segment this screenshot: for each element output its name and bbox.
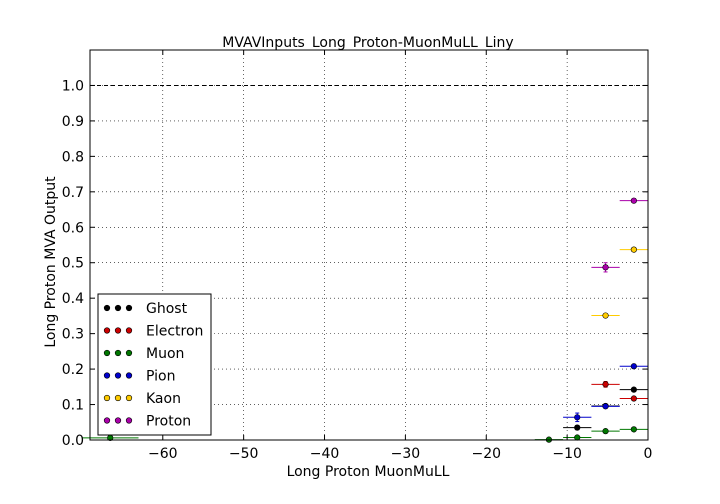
data-point-muon xyxy=(619,426,648,433)
grid-lines xyxy=(90,50,649,441)
legend-label: Kaon xyxy=(146,391,181,407)
legend-label: Proton xyxy=(146,414,191,430)
data-marker xyxy=(630,246,637,253)
legend-marker xyxy=(114,327,122,334)
series-kaon xyxy=(591,246,648,319)
y-axis-label: Long Proton MVA Output xyxy=(43,176,59,348)
data-point-kaon xyxy=(591,312,620,319)
legend-marker xyxy=(125,327,133,334)
legend-marker xyxy=(103,417,111,424)
axis-ticks: −60 −50 −40 −30 −20 −10 0 0.0 0.1 0.2 0.3 0.4 0.5 0.6… xyxy=(62,50,653,462)
x-tick-label: −30 xyxy=(391,446,421,462)
legend-entry-electron: Electron xyxy=(103,324,203,340)
legend-label: Pion xyxy=(146,369,175,385)
data-point-proton xyxy=(619,197,648,204)
legend-marker xyxy=(114,372,122,379)
legend-entry-pion: Pion xyxy=(103,369,175,385)
legend-entry-kaon: Kaon xyxy=(103,391,181,407)
legend-marker xyxy=(125,304,133,312)
legend: Ghost Electron Muon Pion Kaon Proton xyxy=(97,293,212,436)
x-tick-label: −50 xyxy=(229,446,259,462)
y-tick-label: 0.6 xyxy=(62,220,84,236)
data-marker xyxy=(574,434,581,441)
legend-marker xyxy=(103,394,111,402)
y-tick-label: 0.4 xyxy=(62,291,84,307)
data-marker xyxy=(630,426,637,433)
x-tick-label: −40 xyxy=(310,446,340,462)
y-tick-label: 0.1 xyxy=(62,398,84,414)
y-tick-label: 0.7 xyxy=(62,185,84,201)
data-point-pion xyxy=(563,412,592,423)
legend-marker xyxy=(114,394,122,402)
legend-entry-muon: Muon xyxy=(103,346,184,362)
data-point-proton xyxy=(591,262,620,273)
legend-marker xyxy=(103,372,111,379)
legend-box xyxy=(97,293,212,436)
legend-marker xyxy=(114,417,122,424)
x-tick-label: −10 xyxy=(552,446,582,462)
x-axis-label: Long Proton MuonMuLL xyxy=(287,464,450,480)
series-electron xyxy=(591,381,648,402)
data-point-pion xyxy=(591,403,620,410)
data-marker xyxy=(602,312,609,319)
data-marker xyxy=(602,428,609,435)
series-pion xyxy=(563,363,648,423)
data-point-ghost xyxy=(619,386,648,393)
data-marker xyxy=(602,264,609,271)
data-point-muon xyxy=(591,428,620,435)
data-point-electron xyxy=(619,395,648,402)
legend-marker xyxy=(114,349,122,357)
plot-frame xyxy=(89,49,649,441)
y-tick-label: 0.0 xyxy=(62,433,84,449)
legend-label: Electron xyxy=(146,324,203,340)
data-marker xyxy=(630,386,637,393)
data-marker xyxy=(630,363,637,370)
legend-marker xyxy=(103,327,111,334)
legend-label: Muon xyxy=(146,346,184,362)
y-tick-label: 0.2 xyxy=(62,362,84,378)
y-tick-label: 0.8 xyxy=(62,149,84,165)
data-marker xyxy=(602,381,609,388)
y-tick-label: 1.0 xyxy=(62,78,84,94)
data-point-electron xyxy=(591,381,620,388)
data-point-muon xyxy=(81,434,139,441)
legend-marker xyxy=(125,349,133,357)
data-marker xyxy=(630,197,637,204)
data-points xyxy=(81,197,648,443)
x-tick-label: −60 xyxy=(148,446,178,462)
data-point-ghost xyxy=(563,424,592,431)
legend-marker xyxy=(103,349,111,357)
data-marker xyxy=(630,395,637,402)
data-marker xyxy=(574,424,581,431)
x-tick-label: −20 xyxy=(471,446,501,462)
data-point-pion xyxy=(619,363,648,370)
series-proton xyxy=(591,197,648,273)
legend-entry-ghost: Ghost xyxy=(103,301,188,317)
legend-label: Ghost xyxy=(146,301,188,317)
data-point-kaon xyxy=(619,246,648,253)
y-tick-label: 0.5 xyxy=(62,256,84,272)
data-marker xyxy=(574,414,581,421)
legend-marker xyxy=(114,304,122,312)
chart-title: MVAVInputs_Long_Proton-MuonMuLL_Liny xyxy=(222,35,513,51)
legend-marker xyxy=(125,417,133,424)
x-tick-label: 0 xyxy=(644,446,653,462)
y-tick-label: 0.3 xyxy=(62,327,84,343)
data-point-muon xyxy=(563,434,592,441)
legend-marker xyxy=(125,394,133,402)
y-tick-label: 0.9 xyxy=(62,114,84,130)
data-marker xyxy=(602,403,609,410)
legend-marker xyxy=(125,372,133,379)
legend-marker xyxy=(103,304,111,312)
legend-entry-proton: Proton xyxy=(103,414,191,430)
